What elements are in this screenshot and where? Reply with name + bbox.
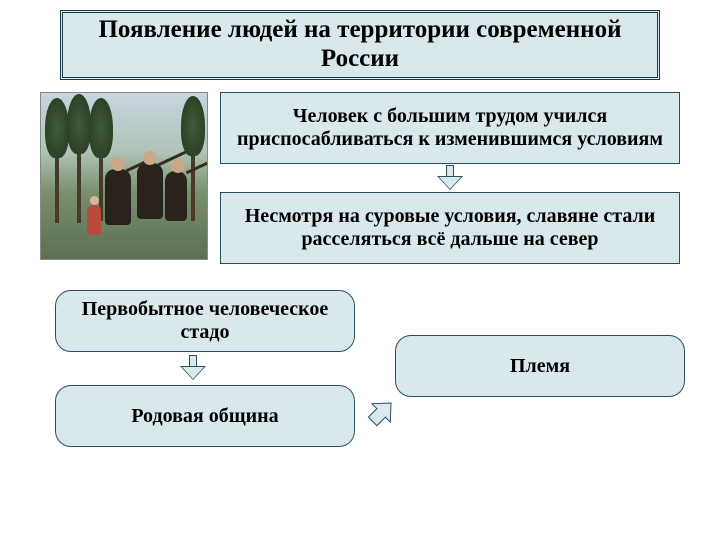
info-box-adaptation: Человек с большим трудом учился приспоса… <box>220 92 680 164</box>
stage-box-herd: Первобытное человеческое стадо <box>55 290 355 352</box>
illustration-primitive-hunters <box>40 92 208 260</box>
info-box-migration-text: Несмотря на суровые условия, славяне ста… <box>233 205 667 251</box>
stage-box-clan: Родовая община <box>55 385 355 447</box>
stage-box-clan-text: Родовая община <box>131 405 278 428</box>
arrow-icon <box>360 396 394 430</box>
arrow-icon <box>180 355 206 381</box>
slide-title-text: Появление людей на территории современно… <box>73 16 647 74</box>
stage-box-tribe-text: Племя <box>510 355 570 378</box>
info-box-adaptation-text: Человек с большим трудом учился приспоса… <box>233 105 667 151</box>
slide-title: Появление людей на территории современно… <box>60 10 660 80</box>
arrow-icon <box>437 165 463 191</box>
stage-box-tribe: Племя <box>395 335 685 397</box>
stage-box-herd-text: Первобытное человеческое стадо <box>70 298 340 344</box>
info-box-migration: Несмотря на суровые условия, славяне ста… <box>220 192 680 264</box>
